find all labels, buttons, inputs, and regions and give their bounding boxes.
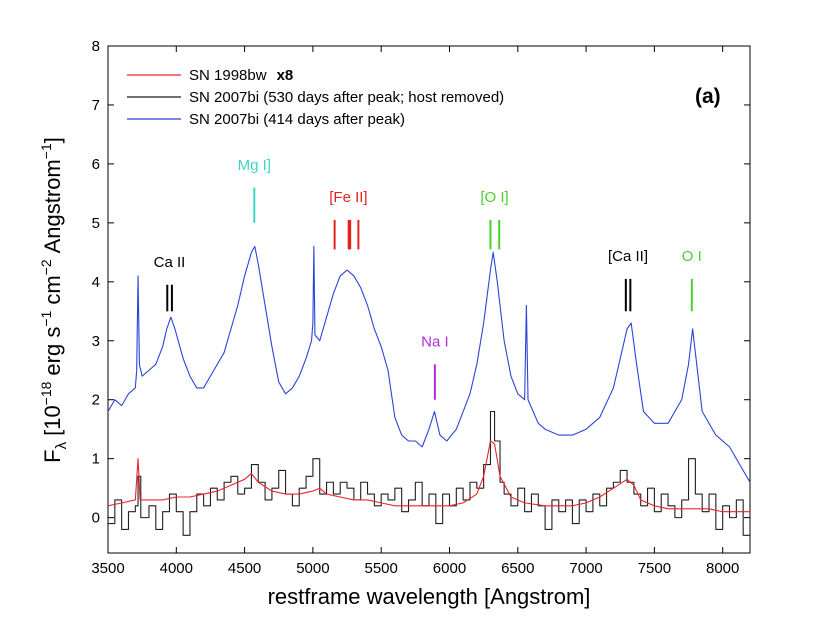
y-tick-label: 7 bbox=[92, 97, 100, 114]
legend-entry-text: SN 2007bi (530 days after peak; host rem… bbox=[189, 89, 504, 106]
annotation-label: Mg I] bbox=[238, 157, 271, 174]
x-tick-label: 4500 bbox=[228, 560, 261, 577]
y-tick-label: 2 bbox=[92, 392, 100, 409]
series-sn-1998bw-x8 bbox=[108, 440, 750, 513]
x-tick-label: 5500 bbox=[365, 560, 398, 577]
x-tick-label: 3500 bbox=[91, 560, 124, 577]
series-sn-2007bi-530-days-after-peak-host-removed bbox=[108, 410, 750, 536]
x-tick-label: 7000 bbox=[569, 560, 602, 577]
y-axis-title-e: ] bbox=[40, 137, 65, 143]
series-sn-2007bi-414-days-after-peak bbox=[108, 245, 750, 483]
y-axis-title-main: F bbox=[40, 449, 65, 462]
y-axis-title-a: [10 bbox=[40, 405, 65, 436]
y-tick-label: 3 bbox=[92, 333, 100, 350]
x-tick-label: 6500 bbox=[501, 560, 534, 577]
annotation-label: [O I] bbox=[480, 189, 508, 206]
y-axis-title-d-sup: −1 bbox=[38, 143, 54, 159]
y-tick-label: 4 bbox=[92, 274, 100, 291]
y-axis-title-d: Angstrom bbox=[40, 159, 65, 253]
legend-entry-label: SN 1998bw x8 bbox=[189, 67, 293, 84]
y-tick-label: 6 bbox=[92, 156, 100, 173]
legend-entry-text: SN 2007bi (414 days after peak) bbox=[189, 111, 405, 128]
legend-entry-label: SN 2007bi (414 days after peak) bbox=[189, 111, 405, 128]
x-tick-label: 7500 bbox=[638, 560, 671, 577]
y-axis-title-sub: λ bbox=[53, 441, 70, 449]
plot-frame bbox=[107, 45, 751, 554]
legend-entry-text: SN 1998bw bbox=[189, 67, 267, 84]
y-axis-title-a-sup: −18 bbox=[38, 381, 54, 405]
y-tick-label: 1 bbox=[92, 451, 100, 468]
annotation-label: O I bbox=[682, 248, 702, 265]
legend: SN 1998bw x8 SN 2007bi (530 days after pea… bbox=[127, 67, 504, 128]
y-tick-label: 5 bbox=[92, 215, 100, 232]
x-tick-label: 4000 bbox=[160, 560, 193, 577]
y-axis-title-b: erg s bbox=[40, 327, 65, 376]
legend-entry-label: SN 2007bi (530 days after peak; host rem… bbox=[189, 89, 504, 106]
y-axis-title-b-sup: −1 bbox=[38, 310, 54, 326]
annotation-label: Na I bbox=[421, 334, 449, 351]
y-axis-title-c: cm bbox=[40, 275, 65, 304]
panel-label: (a) bbox=[695, 85, 721, 108]
line-annotations: Ca II Mg I] [Fe II] Na I [O I] [Ca II] O I bbox=[154, 157, 702, 400]
x-tick-label: 5000 bbox=[296, 560, 329, 577]
x-axis-title: restframe wavelength [Angstrom] bbox=[268, 584, 591, 609]
x-tick-label: 6000 bbox=[433, 560, 466, 577]
legend-entry-multiplier: x8 bbox=[277, 67, 294, 84]
y-tick-label: 8 bbox=[92, 38, 100, 55]
plot-area bbox=[108, 245, 750, 536]
annotation-label: [Ca II] bbox=[608, 248, 648, 265]
y-axis-title-c-sup: −2 bbox=[38, 259, 54, 275]
y-tick-label: 0 bbox=[92, 510, 100, 527]
annotation-label: Ca II bbox=[154, 254, 186, 271]
annotation-label: [Fe II] bbox=[329, 189, 367, 206]
y-axis-title: Fλ[10−18erg s−1cm−2Angstrom−1] bbox=[38, 137, 70, 463]
x-tick-label: 8000 bbox=[706, 560, 739, 577]
axis-ticks: 3500 4000 4500 5000 5500 6000 6500 7000 7500 8000… bbox=[91, 38, 750, 577]
